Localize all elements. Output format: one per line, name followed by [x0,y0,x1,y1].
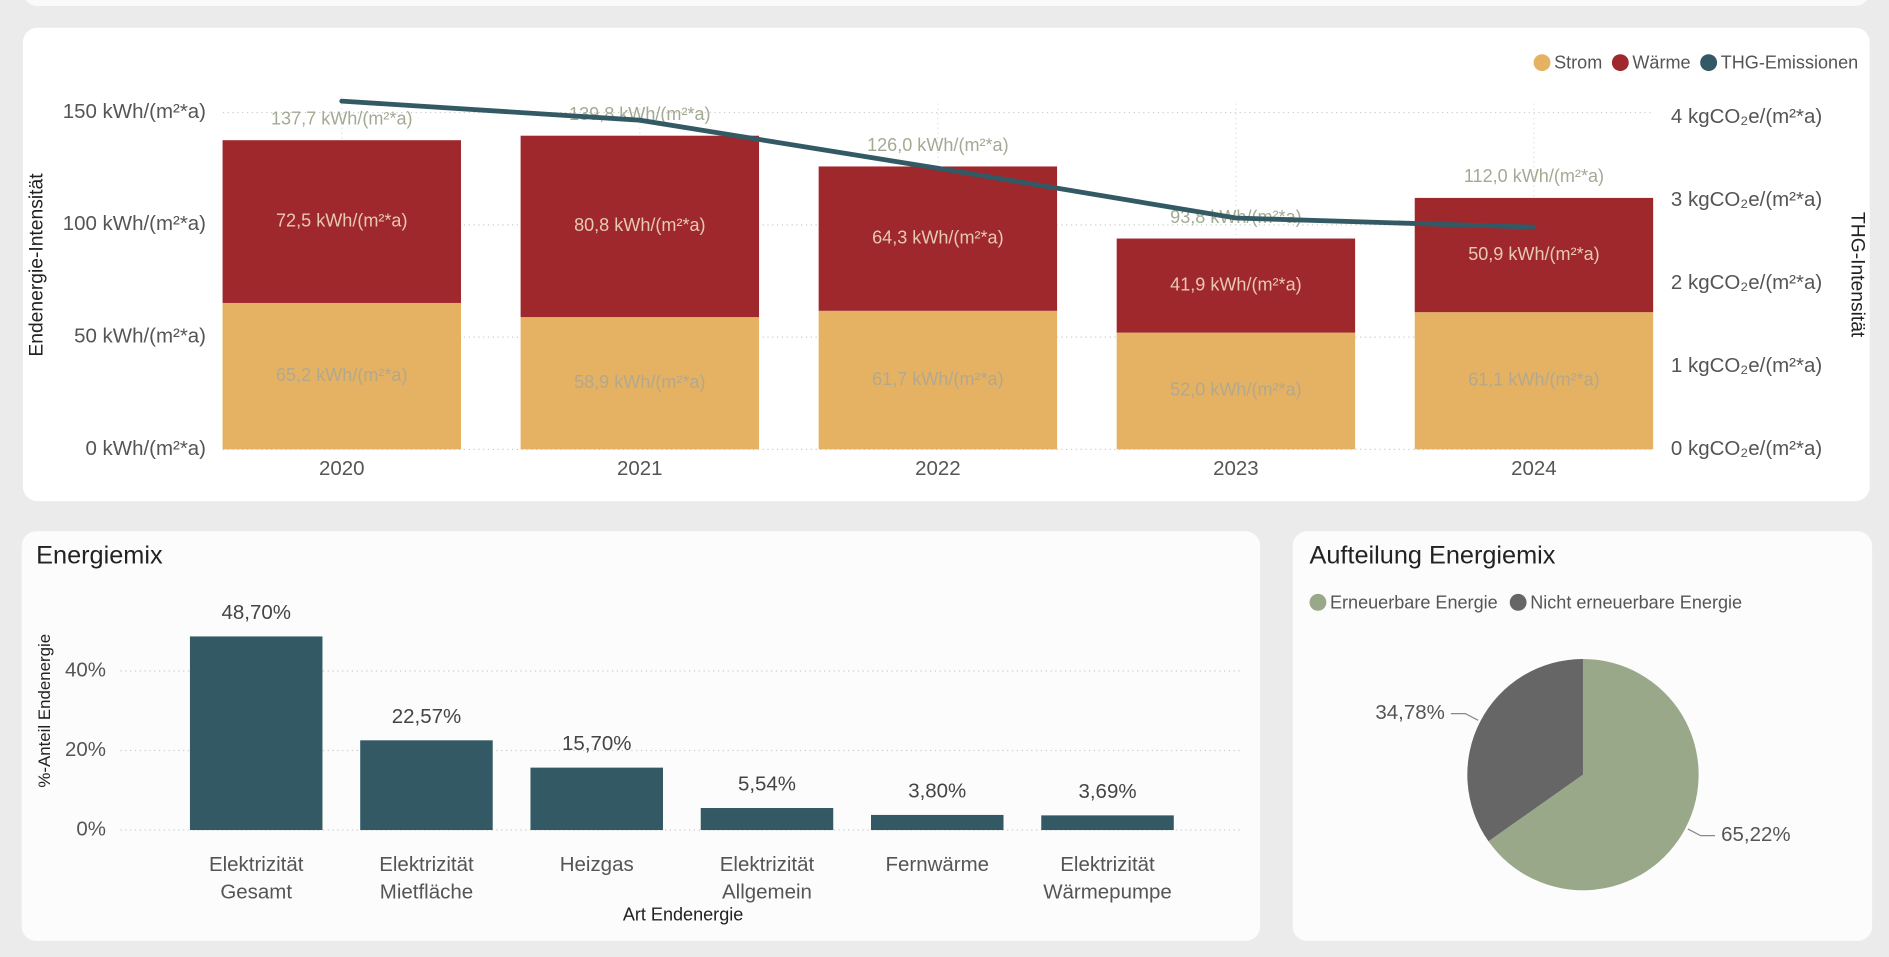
total-label: 137,7 kWh/(m²*a) [271,108,413,128]
panel [21,531,1261,941]
legend-label: Erneuerbare Energie [1330,592,1498,612]
value-label: 5,54% [738,773,796,796]
value-label: 50,9 kWh/(m²*a) [1468,244,1599,264]
bar [360,740,493,831]
x-tick-label: Elektrizität Gesamt [208,852,304,904]
legend-marker [1533,54,1551,72]
x-tick-label: Fernwärme [885,852,990,876]
value-label: 64,3 kWh/(m²*a) [872,227,1003,247]
pie-slice [1467,658,1583,842]
x-tick-label: Elektrizität Allgemein [719,852,815,904]
x-tick-label: 2022 [915,457,961,480]
bar-segment [1414,197,1654,313]
leader-line [1450,713,1479,721]
x-tick-label: 2023 [1213,457,1259,480]
y-tick-label: 50 kWh/(m²*a) [74,325,206,348]
bar-segment [1116,238,1356,333]
legend-marker [1611,54,1629,72]
bar-segment [520,135,760,318]
y-tick-label: 40% [65,658,106,681]
pie-slice [1488,658,1699,891]
y-tick-label: 20% [65,738,106,761]
value-label: 61,1 kWh/(m²*a) [1468,370,1599,390]
legend-marker [1309,593,1327,611]
value-label: 41,9 kWh/(m²*a) [1170,274,1301,294]
value-label: 3,80% [908,779,966,802]
bar-segment [1414,312,1654,450]
x-tick-label: 2021 [617,457,663,480]
y2-tick-label: 1 kgCO₂e/(m²*a) [1671,354,1822,377]
legend-marker [1509,593,1527,611]
value-label: 65,2 kWh/(m²*a) [276,365,407,385]
y-tick-label: 150 kWh/(m²*a) [63,100,206,123]
x-tick-label: 2024 [1511,457,1557,480]
y2-tick-label: 2 kgCO₂e/(m²*a) [1671,271,1822,294]
legend-label: Strom [1554,53,1602,73]
bar [1041,815,1174,831]
bar-segment [818,310,1058,450]
value-label: 22,57% [392,705,461,728]
y-tick-label: 0 kWh/(m²*a) [85,437,206,460]
value-label: 34,78% [1375,701,1444,724]
total-label: 126,0 kWh/(m²*a) [867,135,1009,155]
bar-segment [818,166,1058,311]
value-label: 61,7 kWh/(m²*a) [872,369,1003,389]
bar [189,636,323,831]
x-tick-label: Elektrizität Mietfläche [379,852,474,904]
y-tick-label: 100 kWh/(m²*a) [63,212,206,235]
bar-segment [1116,332,1356,450]
value-label: 3,69% [1078,780,1136,803]
value-label: 80,8 kWh/(m²*a) [574,215,705,235]
bar-segment [222,140,461,303]
bar [700,808,834,831]
legend-marker [1700,54,1718,72]
total-label: 112,0 kWh/(m²*a) [1464,166,1604,186]
legend-label: Wärme [1632,53,1690,73]
value-label: 52,0 kWh/(m²*a) [1170,380,1301,400]
value-label: 72,5 kWh/(m²*a) [276,210,407,230]
line [339,98,1537,230]
x-tick-label: 2020 [319,457,365,480]
bar-segment [222,302,461,450]
chart-title: Aufteilung Energiemix [1310,541,1556,569]
y-tick-label: 0% [76,817,106,840]
y2-tick-label: 0 kgCO₂e/(m²*a) [1671,437,1822,460]
bar [870,814,1004,831]
bar [530,767,663,831]
y2-tick-label: 4 kgCO₂e/(m²*a) [1671,105,1822,128]
legend-label: THG-Emissionen [1721,53,1859,73]
bar-segment [520,317,760,450]
leader-line [1687,828,1716,837]
y2-axis-title: THG-Intensität [1846,212,1867,338]
value-label: 58,9 kWh/(m²*a) [574,372,705,392]
x-tick-label: Elektrizität Wärmepumpe [1043,852,1172,904]
chart-title: Energiemix [36,541,163,569]
panel [25,0,1867,7]
value-label: 65,22% [1721,823,1790,846]
y-axis-title: %-Anteil Endenergie [35,634,54,788]
x-axis-title: Art Endenergie [623,904,744,924]
y2-tick-label: 3 kgCO₂e/(m²*a) [1671,188,1822,211]
x-tick-label: Heizgas [559,852,634,876]
y-axis-title: Endenergie-Intensität [26,173,47,357]
legend-label: Nicht erneuerbare Energie [1530,592,1742,612]
value-label: 15,70% [562,732,631,755]
value-label: 48,70% [221,601,290,624]
